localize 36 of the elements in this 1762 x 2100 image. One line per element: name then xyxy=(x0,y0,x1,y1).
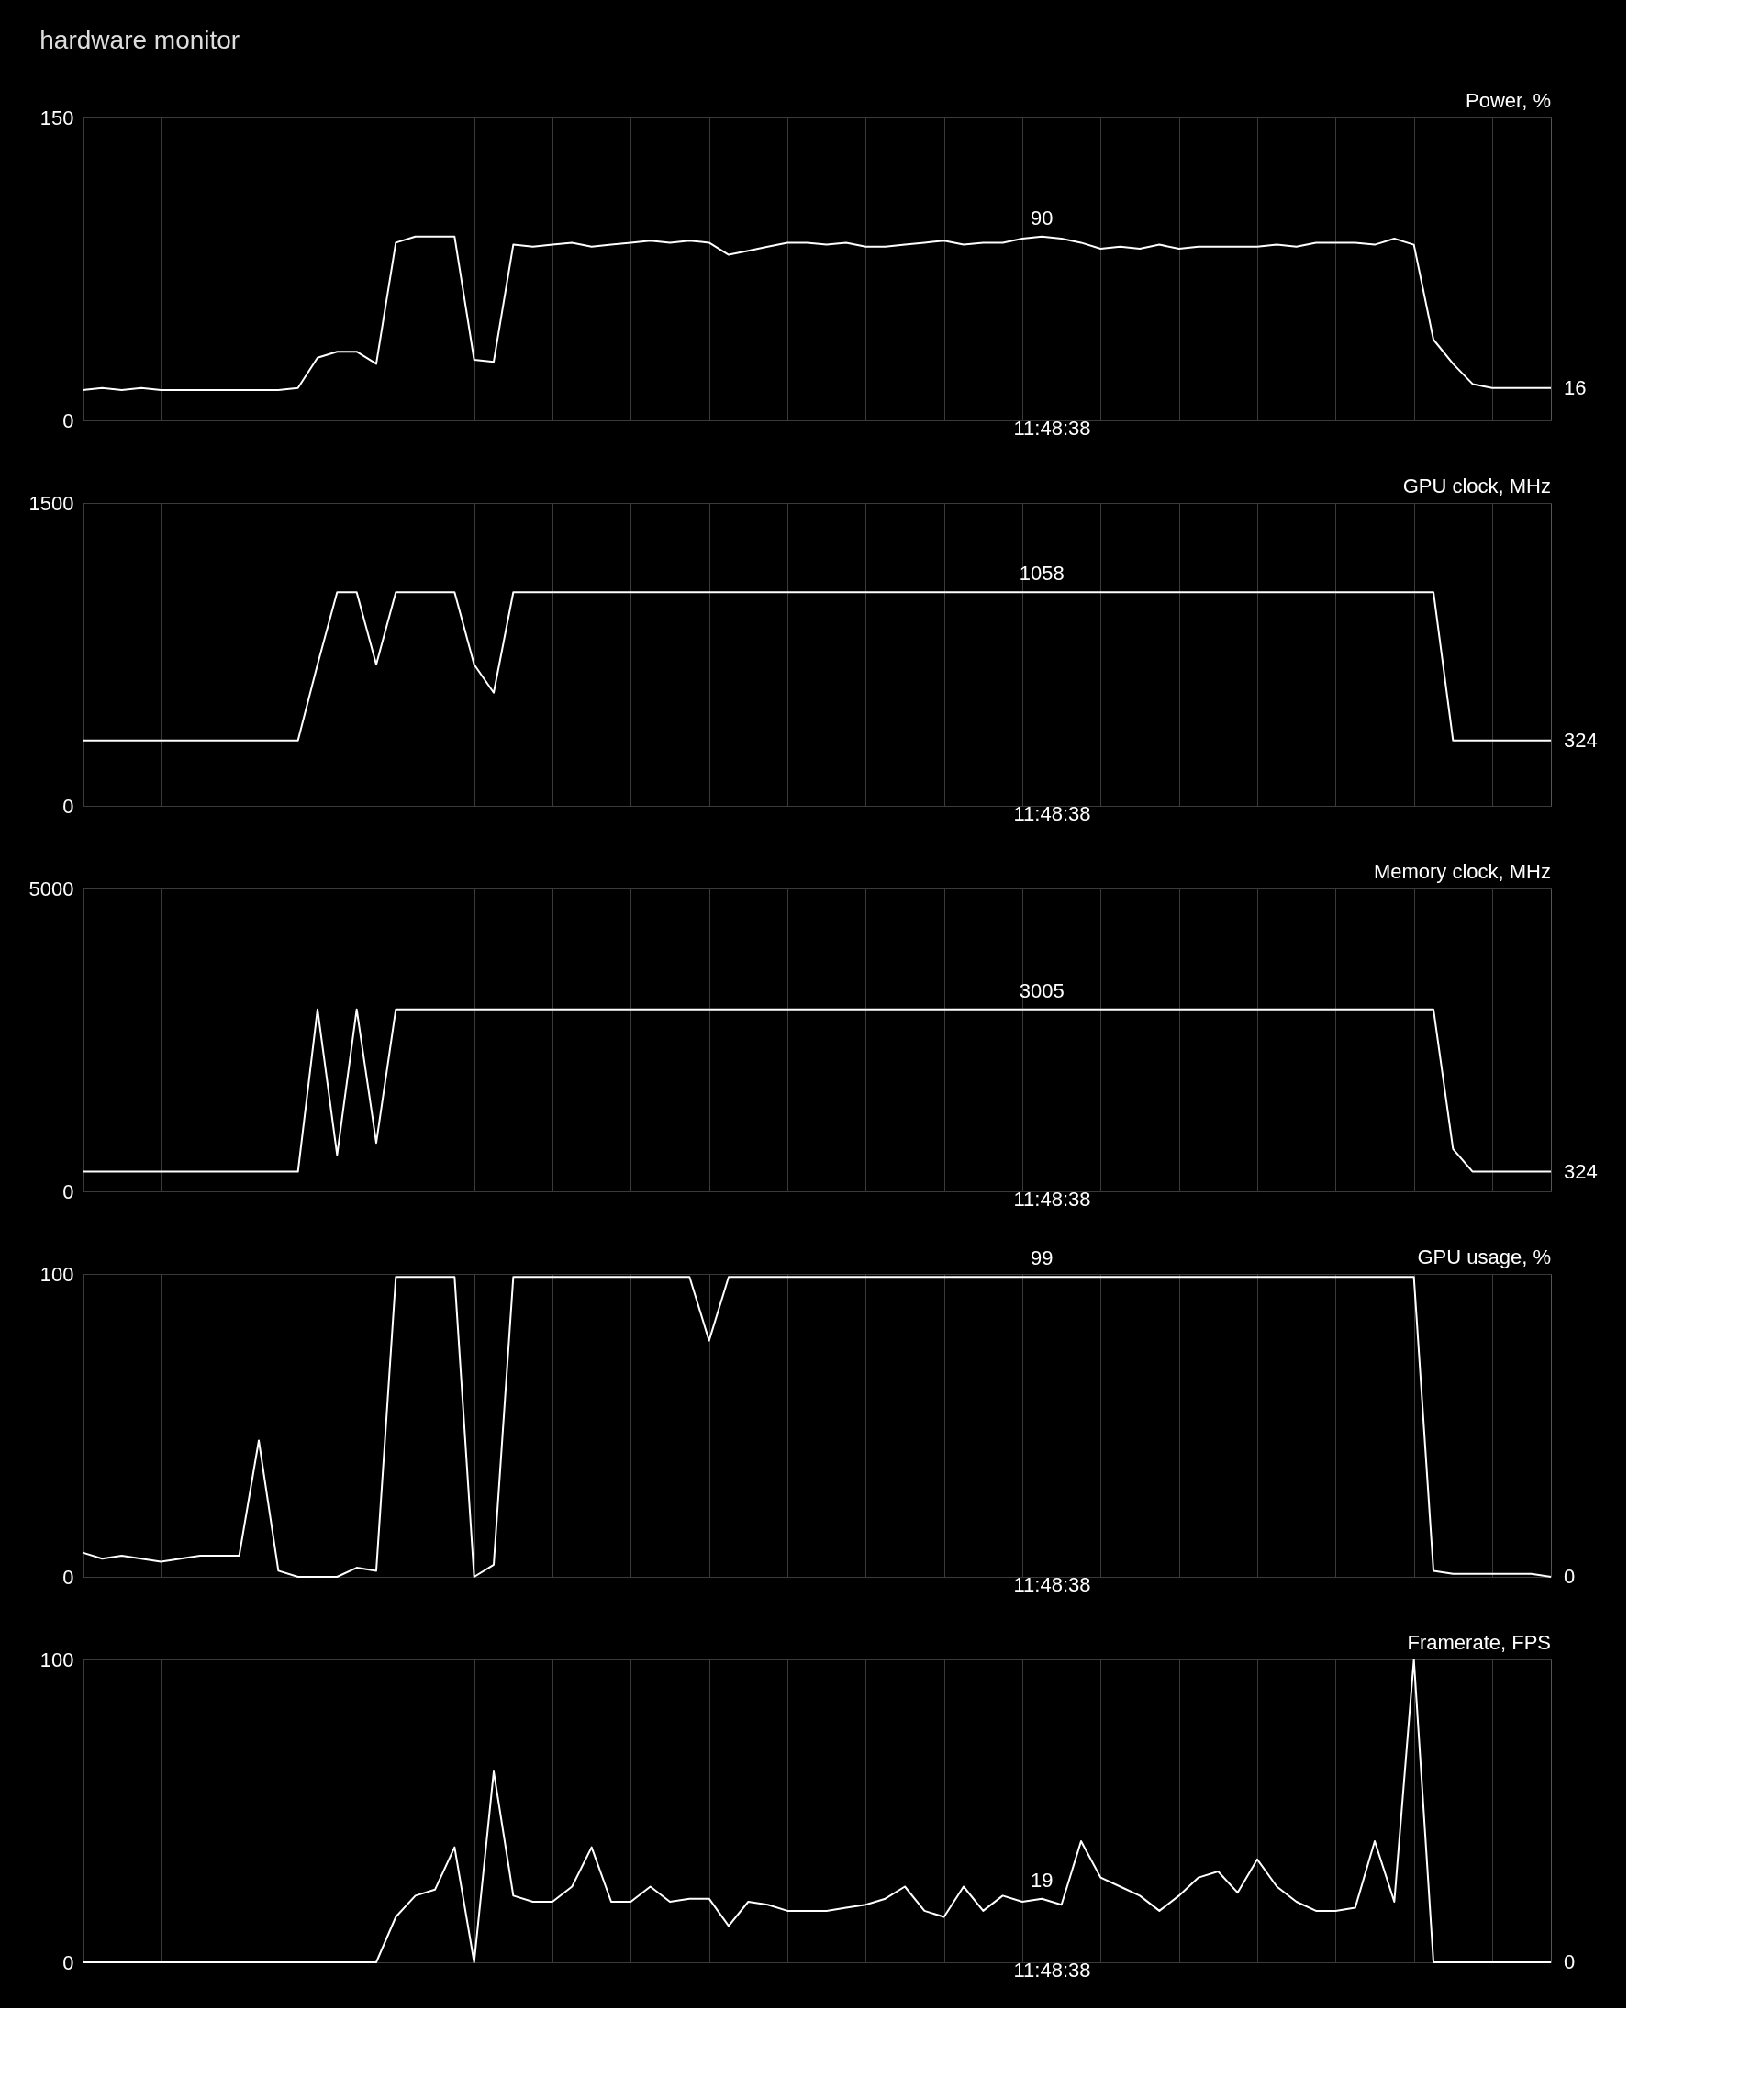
x-axis-title: 11:48:38 xyxy=(1013,1572,1091,1596)
text: 324 xyxy=(1564,1159,1598,1183)
y-tick-label: 150 xyxy=(39,106,74,129)
y-tick-label: 0 xyxy=(62,1179,74,1203)
x-axis-title: 11:48:38 xyxy=(1013,416,1091,440)
annotation: 3005 xyxy=(1019,978,1065,1002)
y-tick-label: 5000 xyxy=(28,877,74,900)
annotation: 19 xyxy=(1031,1868,1054,1892)
y-tick-label: 100 xyxy=(39,1262,74,1286)
chart-title: hardware monitor xyxy=(39,26,240,54)
y-tick-label: 0 xyxy=(62,1950,74,1974)
text: 0 xyxy=(1564,1950,1576,1973)
y-tick-label: 1500 xyxy=(28,491,74,515)
y-tick-label: 0 xyxy=(62,408,74,432)
line-series xyxy=(82,1659,1552,1963)
x-axis-title: 11:48:38 xyxy=(1013,1958,1091,1982)
text: 0 xyxy=(1564,1565,1576,1588)
y-axis-title: Memory clock, MHz xyxy=(1373,860,1551,883)
text: 16 xyxy=(1564,375,1587,399)
x-axis-title: 11:48:38 xyxy=(1013,801,1091,825)
line-series xyxy=(82,235,1552,391)
y-axis-title: Framerate, FPS xyxy=(1407,1631,1551,1654)
y-tick-label: 0 xyxy=(62,1565,74,1589)
annotation: 1058 xyxy=(1019,562,1065,586)
y-axis-title: GPU usage, % xyxy=(1417,1245,1551,1268)
x-axis-title: 11:48:38 xyxy=(1013,1187,1091,1211)
y-axis-title: GPU clock, MHz xyxy=(1402,475,1551,497)
y-tick-label: 100 xyxy=(39,1648,74,1671)
line-series xyxy=(82,591,1552,742)
annotation: 90 xyxy=(1031,206,1054,229)
text: 99 xyxy=(1031,1246,1054,1270)
line-series xyxy=(82,1276,1552,1578)
y-tick-label: 0 xyxy=(62,794,74,818)
text: 324 xyxy=(1564,728,1598,752)
line-series xyxy=(82,1008,1552,1173)
y-axis-title: Power, % xyxy=(1466,89,1551,112)
